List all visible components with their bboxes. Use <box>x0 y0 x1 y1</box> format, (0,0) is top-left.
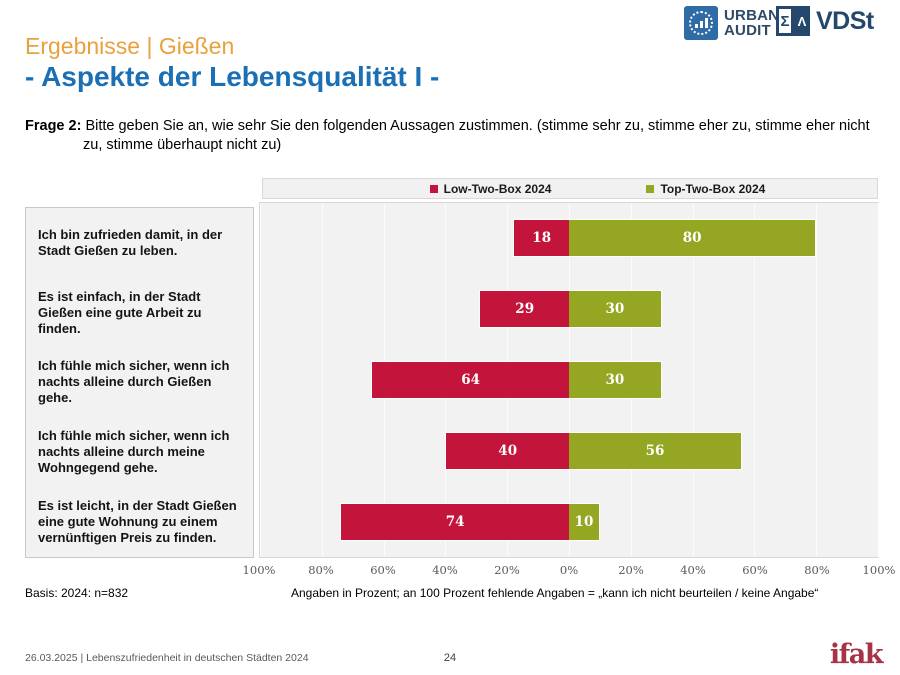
legend-item-low-two-box: Low-Two-Box 2024 <box>429 181 552 196</box>
bar-low-two-box: 74 <box>340 502 569 541</box>
category-labels: Ich bin zufrieden damit, in der Stadt Gi… <box>25 207 254 558</box>
gridline <box>754 203 756 557</box>
legend-marker-red <box>429 184 438 193</box>
axis-tick-label: 80% <box>804 563 830 577</box>
gridline <box>692 203 694 557</box>
chart-plot-area: 18 80 29 30 64 30 40 56 74 10 <box>259 202 879 558</box>
urban-audit-wordmark: URBAN AUDIT <box>724 7 780 39</box>
urban-audit-icon <box>684 6 718 40</box>
legend-item-top-two-box: Top-Two-Box 2024 <box>646 182 765 196</box>
x-axis: 100% 80% 60% 40% 20% 0% 20% 40% 60% 80% 100% <box>243 563 896 579</box>
axis-tick-label: 100% <box>862 563 896 577</box>
page-title: Ergebnisse | Gießen <box>25 33 235 59</box>
axis-tick-label: 40% <box>432 563 458 577</box>
category-label: Es ist einfach, in der Stadt Gießen eine… <box>38 288 202 336</box>
axis-tick-label: 80% <box>308 563 334 577</box>
bar-low-two-box: 29 <box>479 290 569 329</box>
legend-label: Top-Two-Box 2024 <box>660 181 766 196</box>
bar-top-two-box: 56 <box>569 431 743 470</box>
bar-low-two-box: 18 <box>513 219 569 258</box>
footer-date-title: 26.03.2025 | Lebenszufriedenheit in deut… <box>25 652 309 664</box>
bar-low-two-box: 40 <box>445 431 569 470</box>
vdst-wordmark: VDSt <box>816 6 874 35</box>
vdst-logo: Σ Λ VDSt <box>776 6 874 36</box>
gridline <box>816 203 818 557</box>
gridline <box>260 203 261 557</box>
page-subtitle: - Aspekte der Lebensqualität I - <box>25 61 440 92</box>
page-number: 24 <box>443 652 457 664</box>
vdst-cube-icon: Σ Λ <box>776 6 810 36</box>
axis-tick-label: 20% <box>618 563 644 577</box>
bar-top-two-box: 10 <box>569 502 600 541</box>
question-text: Frage 2: Bitte geben Sie an, wie sehr Si… <box>25 117 877 155</box>
axis-tick-label: 0% <box>559 563 579 577</box>
axis-tick-label: 100% <box>242 563 276 577</box>
category-label: Es ist leicht, in der Stadt Gießen eine … <box>38 498 237 546</box>
bar-top-two-box: 30 <box>569 360 662 399</box>
axis-tick-label: 60% <box>370 563 396 577</box>
urban-audit-logo: URBAN AUDIT <box>684 6 779 40</box>
gridline <box>321 203 323 557</box>
bar-row: 64 30 <box>260 345 878 416</box>
eu-stars-circle-icon <box>689 11 713 35</box>
ifak-logo: ifak <box>829 639 884 670</box>
bar-top-two-box: 30 <box>569 290 662 329</box>
category-label: Ich fühle mich sicher, wenn ich nachts a… <box>38 358 230 406</box>
question-body: Bitte geben Sie an, wie sehr Sie den fol… <box>83 118 870 153</box>
chart-legend: Low-Two-Box 2024 Top-Two-Box 2024 <box>262 178 878 199</box>
bar-row: 74 10 <box>260 486 878 557</box>
legend-label: Low-Two-Box 2024 <box>443 181 552 196</box>
bar-row: 18 80 <box>260 203 878 274</box>
bar-row: 29 30 <box>260 274 878 345</box>
category-label: Ich bin zufrieden damit, in der Stadt Gi… <box>38 226 223 258</box>
bar-top-two-box: 80 <box>569 219 817 258</box>
axis-tick-label: 40% <box>680 563 706 577</box>
axis-tick-label: 20% <box>494 563 520 577</box>
axis-tick-label: 60% <box>742 563 768 577</box>
bar-low-two-box: 64 <box>371 360 569 399</box>
question-label: Frage 2: <box>25 118 82 134</box>
category-label: Ich fühle mich sicher, wenn ich nachts a… <box>38 428 230 476</box>
gridline <box>878 203 879 557</box>
bar-row: 40 56 <box>260 415 878 486</box>
basis-note: Basis: 2024: n=832 <box>25 586 129 600</box>
legend-marker-green <box>646 184 655 193</box>
angaben-note: Angaben in Prozent; an 100 Prozent fehle… <box>291 586 819 600</box>
